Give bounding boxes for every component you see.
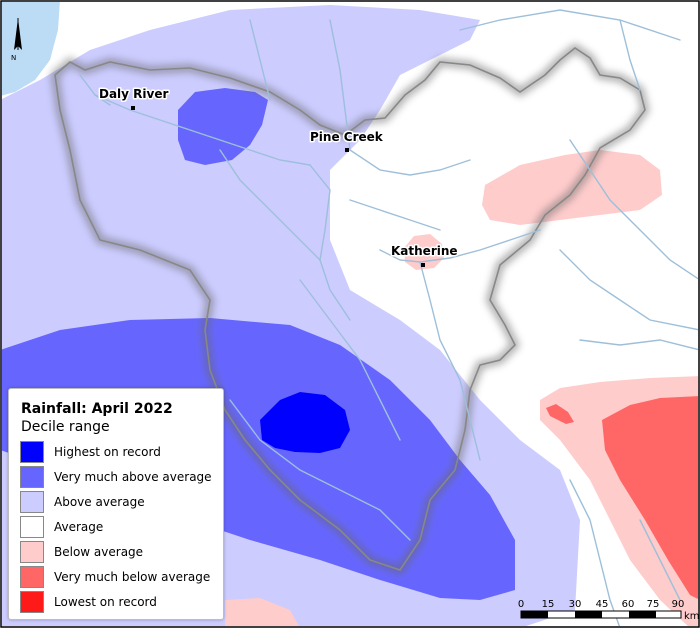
legend-item-lowest: Lowest on record (20, 591, 220, 613)
scale-bar: 0 15 30 45 60 75 90 km (518, 599, 700, 622)
legend-swatch (20, 491, 44, 513)
scale-tick-30: 30 (569, 599, 582, 610)
scale-unit: km (684, 611, 700, 622)
legend-subtitle: Decile range (21, 419, 110, 435)
very-much-below-average-spot (546, 404, 574, 424)
scale-tick-45: 45 (596, 599, 609, 610)
scale-tick-90: 90 (672, 599, 685, 610)
sea-water (2, 2, 60, 96)
legend-label: Lowest on record (54, 595, 157, 609)
scale-tick-0: 0 (518, 599, 524, 610)
very-much-below-average-southeast (602, 396, 698, 599)
legend-label: Very much above average (54, 470, 212, 484)
legend-swatch (20, 566, 44, 588)
very-much-above-average-daly (178, 88, 268, 165)
legend-label: Below average (54, 545, 144, 559)
north-arrow-icon (14, 18, 22, 50)
katherine-marker (421, 263, 425, 267)
legend-swatch (20, 466, 44, 488)
rivers (79, 9, 698, 626)
legend-item-highest: Highest on record (20, 441, 220, 463)
legend-swatch (20, 541, 44, 563)
legend-label: Above average (54, 495, 145, 509)
legend-item-very-much-above: Very much above average (20, 466, 220, 488)
catchment-boundary (54, 47, 646, 571)
legend-item-very-much-below: Very much below average (20, 566, 220, 588)
below-average-south (225, 598, 299, 626)
katherine-label: Katherine (391, 244, 458, 258)
scale-tick-15: 15 (542, 599, 555, 610)
legend-title: Rainfall: April 2022 (21, 401, 173, 417)
daly-river-marker (131, 106, 135, 110)
scale-tick-60: 60 (622, 599, 635, 610)
legend-label: Very much below average (54, 570, 211, 584)
legend-item-above: Above average (20, 491, 220, 513)
pine-creek-marker (345, 148, 349, 152)
legend-swatch (20, 516, 44, 538)
daly-river-label: Daly River (99, 87, 168, 101)
scale-tick-75: 75 (647, 599, 660, 610)
legend-swatch (20, 591, 44, 613)
legend-label: Average (54, 520, 104, 534)
legend-swatch (20, 441, 44, 463)
legend: Rainfall: April 2022 Decile range Highes… (8, 388, 224, 620)
legend-item-average: Average (20, 516, 220, 538)
highest-on-record-region (260, 392, 350, 453)
north-label: N (11, 54, 16, 62)
pine-creek-label: Pine Creek (310, 130, 384, 144)
legend-label: Highest on record (54, 445, 161, 459)
legend-item-below: Below average (20, 541, 220, 563)
